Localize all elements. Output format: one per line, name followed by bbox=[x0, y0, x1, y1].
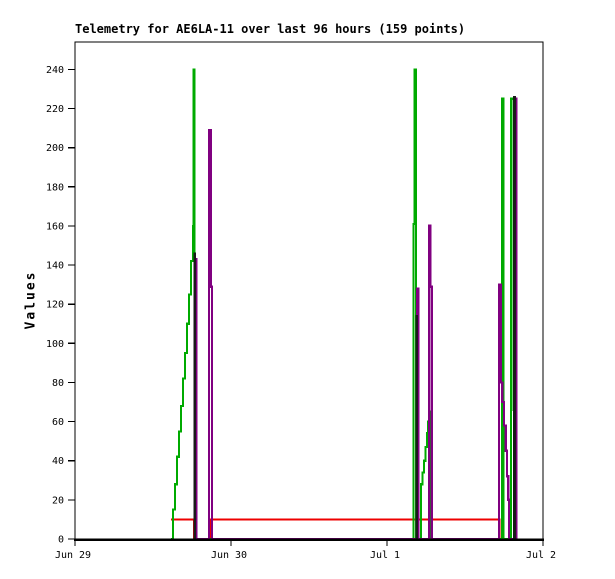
chart-title: Telemetry for AE6LA-11 over last 96 hour… bbox=[75, 22, 466, 36]
y-tick-label: 80 bbox=[52, 378, 64, 389]
y-tick-label: 200 bbox=[46, 143, 64, 154]
x-tick-label: Jul 1 bbox=[370, 550, 400, 561]
x-tick-label: Jun 29 bbox=[55, 550, 91, 561]
y-tick-label: 20 bbox=[52, 495, 64, 506]
plot-border bbox=[74, 41, 544, 540]
y-tick-label: 220 bbox=[46, 104, 64, 115]
y-tick-label: 140 bbox=[46, 261, 64, 272]
y-tick-label: 100 bbox=[46, 339, 64, 350]
y-tick-label: 180 bbox=[46, 182, 64, 193]
y-tick-label: 120 bbox=[46, 300, 64, 311]
series-line-red-channel bbox=[170, 518, 501, 540]
y-tick-label: 40 bbox=[52, 456, 64, 467]
y-tick-label: 160 bbox=[46, 221, 64, 232]
series-line-black-channel bbox=[193, 96, 516, 540]
y-tick-label: 0 bbox=[58, 535, 64, 546]
x-tick-label: Jul 2 bbox=[526, 550, 556, 561]
series-line-green-channel bbox=[170, 68, 518, 541]
x-tick-label: Jun 30 bbox=[211, 550, 247, 561]
y-tick-label: 60 bbox=[52, 417, 64, 428]
y-tick-label: 240 bbox=[46, 65, 64, 76]
series-line-purple-channel bbox=[193, 97, 518, 541]
